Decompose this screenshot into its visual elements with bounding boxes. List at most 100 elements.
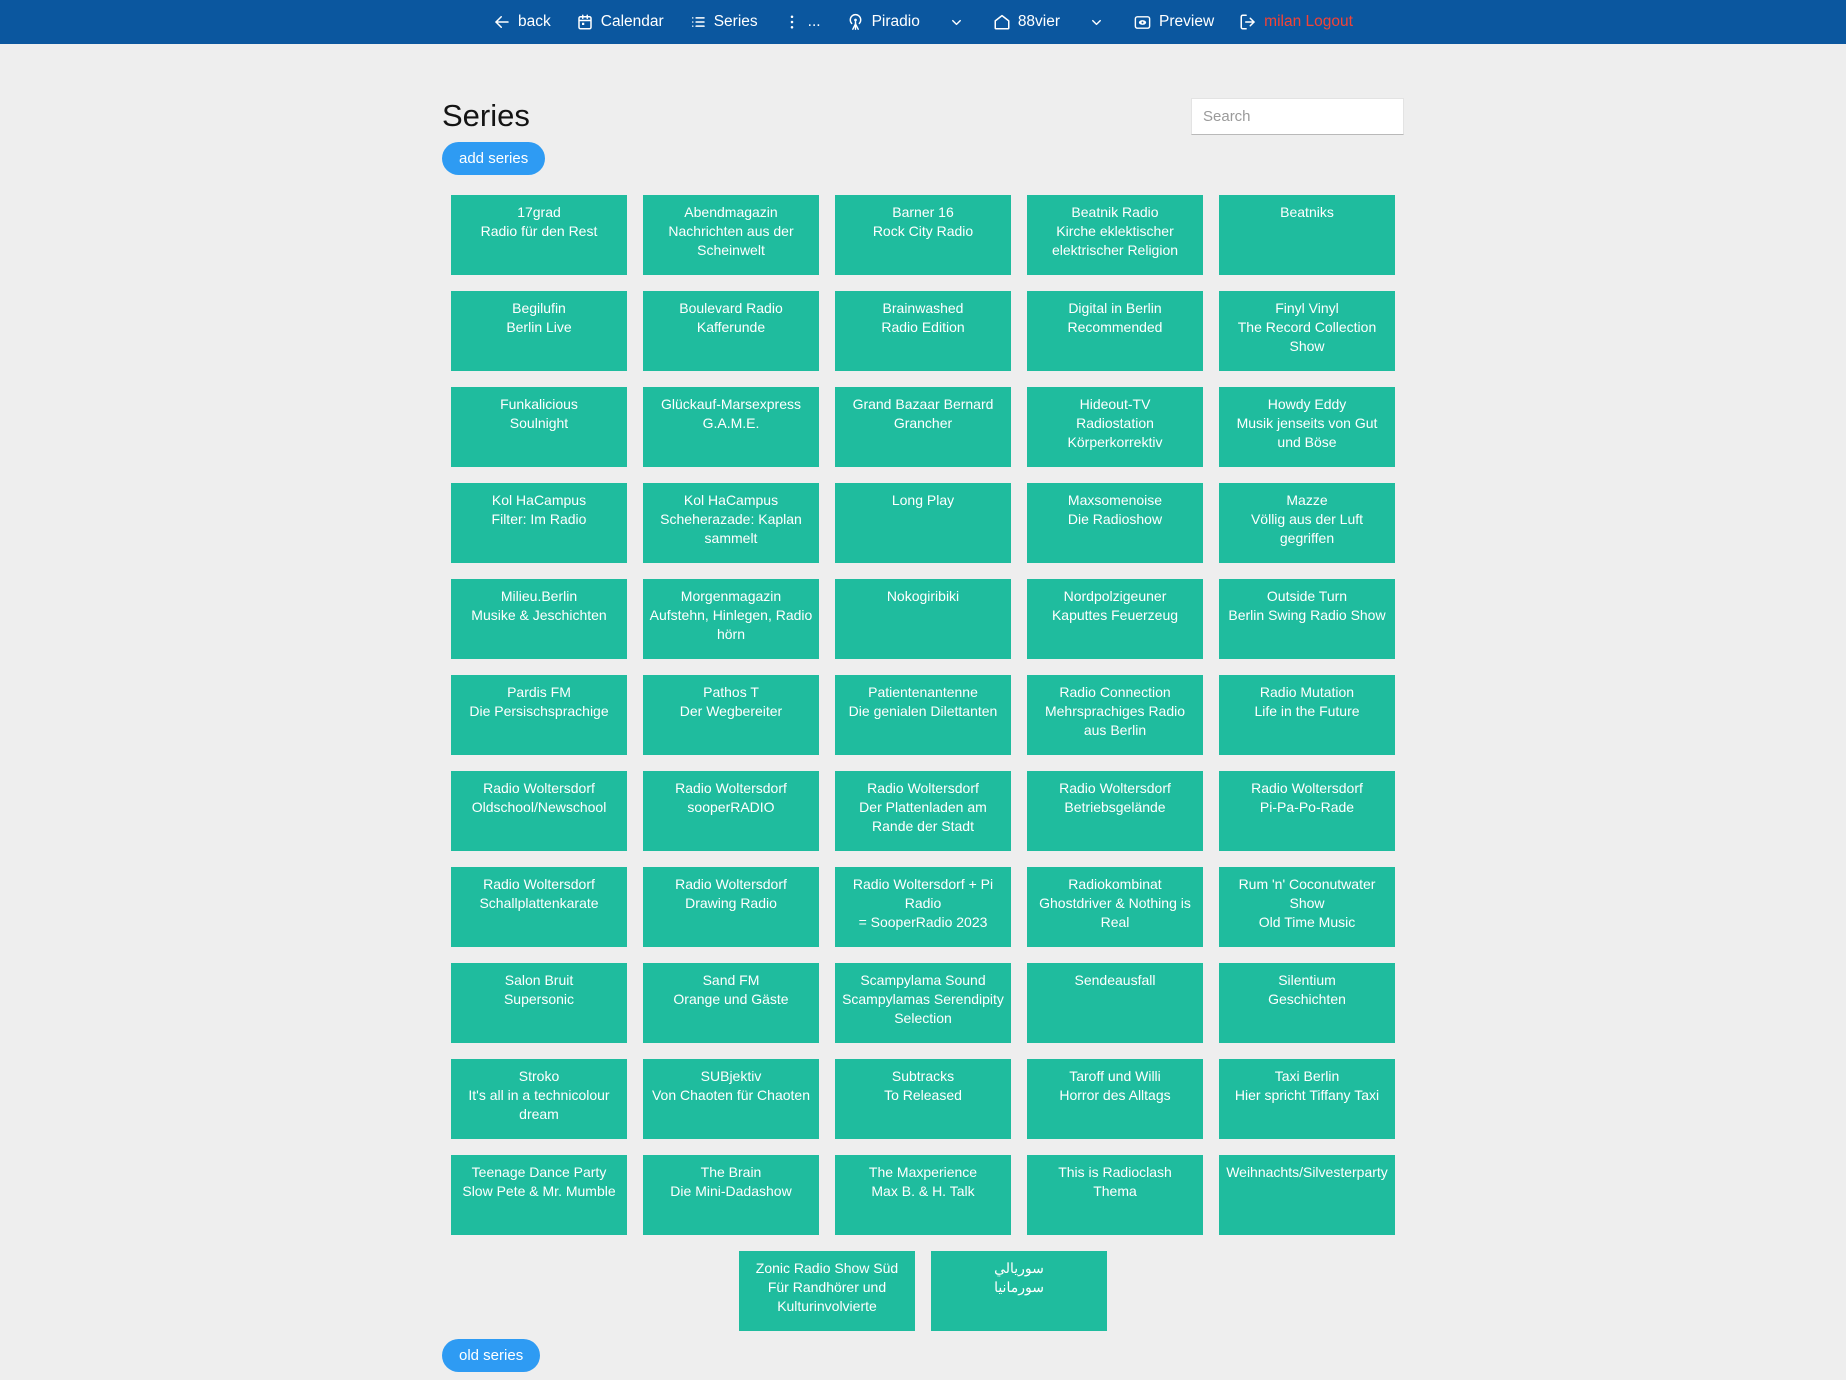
series-card[interactable]: Nokogiribiki — [835, 579, 1011, 659]
series-card[interactable]: SUBjektiv Von Chaoten für Chaoten — [643, 1059, 819, 1139]
series-card[interactable]: 17grad Radio für den Rest — [451, 195, 627, 275]
series-card-subtitle: Max B. & H. Talk — [871, 1183, 975, 1199]
series-card-subtitle: Die Persischsprachige — [469, 703, 609, 719]
series-card[interactable]: Radio Woltersdorf Schallplattenkarate — [451, 867, 627, 947]
series-card-subtitle: Thema — [1093, 1183, 1137, 1199]
station-dropdown-toggle[interactable] — [1089, 15, 1104, 30]
main-content: Series add series 17grad Radio für den Re… — [442, 44, 1404, 1372]
series-card[interactable]: سوريالي سورمانيا — [931, 1251, 1107, 1331]
nav-more-label: ... — [807, 13, 821, 30]
old-series-button[interactable]: old series — [442, 1339, 541, 1372]
series-card[interactable]: Radio Woltersdorf Der Plattenladen am Ran… — [835, 771, 1011, 851]
series-card[interactable]: Brainwashed Radio Edition — [835, 291, 1011, 371]
series-card[interactable]: Milieu.Berlin Musike & Jeschichten — [451, 579, 627, 659]
series-card-title: Rum 'n' Coconutwater Show — [1238, 876, 1376, 911]
series-card[interactable]: Sendeausfall — [1027, 963, 1203, 1043]
series-card-title: Taxi Berlin — [1274, 1068, 1340, 1084]
chevron-down-icon — [949, 15, 964, 30]
add-series-button[interactable]: add series — [442, 142, 546, 175]
series-card[interactable]: Radio Connection Mehrsprachiges Radio aus… — [1027, 675, 1203, 755]
series-card[interactable]: Taxi Berlin Hier spricht Tiffany Taxi — [1219, 1059, 1395, 1139]
series-card-subtitle: Die genialen Dilettanten — [848, 703, 998, 719]
nav-series[interactable]: Series — [689, 13, 758, 31]
series-card[interactable]: Boulevard Radio Kafferunde — [643, 291, 819, 371]
nav-more[interactable]: ... — [783, 13, 821, 31]
series-card[interactable]: Patientenantenne Die genialen Dilettanten — [835, 675, 1011, 755]
series-card[interactable]: Rum 'n' Coconutwater Show Old Time Music — [1219, 867, 1395, 947]
series-card-subtitle: G.A.M.E. — [702, 415, 760, 431]
series-card[interactable]: Radio Mutation Life in the Future — [1219, 675, 1395, 755]
series-card[interactable]: Hideout-TV Radiostation Körperkorrektiv — [1027, 387, 1203, 467]
nav-logout[interactable]: milan Logout — [1239, 13, 1353, 31]
series-card-subtitle: = SooperRadio 2023 — [858, 914, 988, 930]
series-card[interactable]: Taroff und Willi Horror des Alltags — [1027, 1059, 1203, 1139]
series-card[interactable]: Glückauf-Marsexpress G.A.M.E. — [643, 387, 819, 467]
series-card[interactable]: Begilufin Berlin Live — [451, 291, 627, 371]
series-card[interactable]: Subtracks To Released — [835, 1059, 1011, 1139]
series-card-subtitle: Life in the Future — [1254, 703, 1360, 719]
series-card[interactable]: Outside Turn Berlin Swing Radio Show — [1219, 579, 1395, 659]
series-card[interactable]: Kol HaCampus Scheherazade: Kaplan sammelt — [643, 483, 819, 563]
series-card-title: Sendeausfall — [1074, 972, 1156, 988]
series-card[interactable]: Mazze Völlig aus der Luft gegriffen — [1219, 483, 1395, 563]
series-card[interactable]: Radio Woltersdorf Pi-Pa-Po-Rade — [1219, 771, 1395, 851]
series-card[interactable]: Radio Woltersdorf Drawing Radio — [643, 867, 819, 947]
series-card[interactable]: Radio Woltersdorf + Pi Radio = SooperRadi… — [835, 867, 1011, 947]
nav-preview[interactable]: Preview — [1133, 13, 1214, 32]
series-card-subtitle: Oldschool/Newschool — [471, 799, 607, 815]
series-card[interactable]: Radiokombinat Ghostdriver & Nothing is Re… — [1027, 867, 1203, 947]
series-card[interactable]: The Brain Die Mini-Dadashow — [643, 1155, 819, 1235]
series-card[interactable]: Morgenmagazin Aufstehn, Hinlegen, Radio h… — [643, 579, 819, 659]
search-input[interactable] — [1191, 98, 1404, 135]
vertical-dots-icon — [783, 13, 801, 31]
series-card-title: Silentium — [1278, 972, 1336, 988]
series-card[interactable]: Radio Woltersdorf sooperRADIO — [643, 771, 819, 851]
series-card-subtitle: Drawing Radio — [685, 895, 777, 911]
series-card-title: Scampylama Sound — [860, 972, 986, 988]
series-card-subtitle: Der Plattenladen am Rande der Stadt — [859, 799, 987, 834]
series-card-title: Nokogiribiki — [886, 588, 960, 604]
series-card[interactable]: This is Radioclash Thema — [1027, 1155, 1203, 1235]
series-card[interactable]: Digital in Berlin Recommended — [1027, 291, 1203, 371]
series-card[interactable]: Zonic Radio Show Süd Für Randhörer und Ku… — [739, 1251, 915, 1331]
series-card[interactable]: Maxsomenoise Die Radioshow — [1027, 483, 1203, 563]
page-header: Series — [442, 44, 1404, 135]
series-card[interactable]: Abendmagazin Nachrichten aus der Scheinwe… — [643, 195, 819, 275]
series-card-title: Outside Turn — [1266, 588, 1348, 604]
series-card[interactable]: Weihnachts/Silvesterparty — [1219, 1155, 1395, 1235]
series-card[interactable]: Finyl Vinyl The Record Collection Show — [1219, 291, 1395, 371]
series-card[interactable]: Silentium Geschichten — [1219, 963, 1395, 1043]
series-card-subtitle: Betriebsgelände — [1064, 799, 1166, 815]
series-card[interactable]: Beatnik Radio Kirche eklektischer elektri… — [1027, 195, 1203, 275]
series-card[interactable]: Salon Bruit Supersonic — [451, 963, 627, 1043]
series-card[interactable]: Howdy Eddy Musik jenseits von Gut und Bös… — [1219, 387, 1395, 467]
nav-station-88vier[interactable]: 88vier — [993, 13, 1060, 31]
series-card[interactable]: Long Play — [835, 483, 1011, 563]
series-card[interactable]: Pardis FM Die Persischsprachige — [451, 675, 627, 755]
nav-piradio-label: Piradio — [871, 13, 920, 30]
series-card[interactable]: Stroko It's all in a technicolour dream — [451, 1059, 627, 1139]
series-card[interactable]: Sand FM Orange und Gäste — [643, 963, 819, 1043]
series-card-title: Funkalicious — [500, 396, 578, 412]
series-card[interactable]: Nordpolzigeuner Kaputtes Feuerzeug — [1027, 579, 1203, 659]
series-card[interactable]: Radio Woltersdorf Oldschool/Newschool — [451, 771, 627, 851]
series-card[interactable]: Beatniks — [1219, 195, 1395, 275]
series-card[interactable]: Kol HaCampus Filter: Im Radio — [451, 483, 627, 563]
piradio-dropdown-toggle[interactable] — [949, 15, 964, 30]
nav-piradio[interactable]: Piradio — [846, 13, 920, 32]
series-card[interactable]: Funkalicious Soulnight — [451, 387, 627, 467]
series-card-title: Long Play — [891, 492, 955, 508]
series-card-title: Radio Woltersdorf — [867, 780, 979, 796]
list-icon — [689, 13, 707, 31]
series-card[interactable]: Scampylama Sound Scampylamas Serendipity … — [835, 963, 1011, 1043]
series-card-subtitle: Soulnight — [509, 415, 569, 431]
series-card[interactable]: Pathos T Der Wegbereiter — [643, 675, 819, 755]
series-card[interactable]: Teenage Dance Party Slow Pete & Mr. Mumbl… — [451, 1155, 627, 1235]
series-card-subtitle: Schallplattenkarate — [479, 895, 599, 911]
series-card[interactable]: Grand Bazaar Bernard Grancher — [835, 387, 1011, 467]
series-card[interactable]: Barner 16 Rock City Radio — [835, 195, 1011, 275]
series-card[interactable]: Radio Woltersdorf Betriebsgelände — [1027, 771, 1203, 851]
nav-back[interactable]: back — [493, 13, 551, 31]
nav-calendar[interactable]: Calendar — [576, 13, 664, 31]
series-card[interactable]: The Maxperience Max B. & H. Talk — [835, 1155, 1011, 1235]
